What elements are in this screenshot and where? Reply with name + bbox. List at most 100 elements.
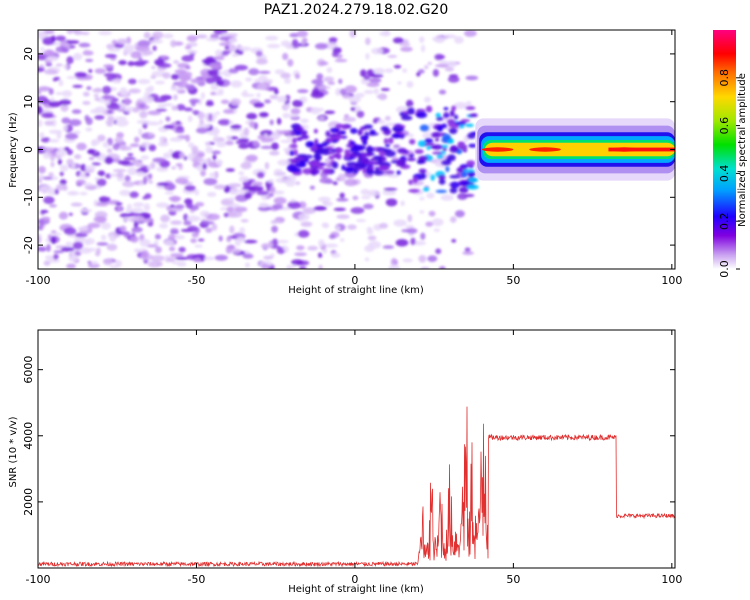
noise-blob — [179, 152, 186, 159]
activity-blob — [328, 155, 335, 160]
noise-blob — [58, 79, 64, 87]
activity-blob — [424, 138, 434, 144]
activity-blob — [460, 181, 471, 186]
ridge-band — [484, 142, 675, 157]
noise-blob — [137, 39, 151, 48]
noise-blob — [60, 104, 69, 112]
noise-blob — [212, 154, 217, 161]
noise-blob — [450, 216, 457, 223]
noise-blob — [123, 48, 133, 55]
noise-blob — [174, 256, 189, 260]
noise-blob — [127, 153, 134, 157]
noise-blob — [94, 106, 106, 114]
noise-blob — [155, 108, 168, 112]
noise-blob — [406, 227, 418, 234]
noise-blob — [87, 222, 101, 229]
x-tick-label: -50 — [187, 573, 205, 586]
noise-blob — [340, 238, 345, 242]
noise-blob — [112, 143, 120, 151]
noise-blob — [94, 68, 107, 74]
noise-blob — [153, 98, 167, 103]
noise-blob — [363, 203, 374, 210]
noise-blob — [294, 252, 307, 257]
noise-blob — [154, 233, 161, 240]
ridge-peak — [529, 147, 561, 152]
noise-blob — [156, 202, 169, 208]
activity-blob — [465, 106, 476, 111]
noise-blob — [207, 69, 220, 75]
activity-blob — [431, 132, 440, 138]
noise-blob — [237, 236, 246, 243]
noise-blob — [43, 260, 51, 266]
noise-blob — [211, 223, 218, 231]
activity-blob — [299, 160, 306, 167]
noise-blob — [84, 185, 98, 190]
noise-blob — [187, 225, 198, 233]
activity-blob — [383, 138, 389, 145]
activity-blob — [310, 160, 321, 167]
noise-blob — [104, 53, 117, 59]
noise-blob — [296, 30, 309, 38]
noise-blob — [173, 94, 178, 101]
noise-blob — [269, 94, 279, 100]
noise-blob — [223, 109, 235, 114]
noise-blob — [363, 74, 371, 81]
noise-blob — [252, 181, 263, 187]
noise-blob — [48, 138, 60, 143]
activity-blob — [449, 110, 455, 117]
noise-blob — [267, 179, 274, 184]
activity-blob — [344, 153, 351, 160]
noise-blob — [213, 134, 219, 142]
noise-blob — [373, 88, 380, 95]
noise-blob — [314, 43, 328, 50]
noise-blob — [324, 110, 336, 115]
noise-blob — [226, 236, 232, 243]
x-tick-label: -100 — [26, 274, 51, 287]
noise-blob — [258, 75, 268, 81]
activity-blob — [367, 132, 379, 136]
noise-blob — [209, 62, 222, 69]
noise-blob — [183, 107, 193, 112]
noise-blob — [427, 61, 433, 65]
noise-blob — [384, 68, 394, 73]
noise-blob — [87, 149, 95, 155]
activity-blob — [380, 126, 389, 132]
activity-blob — [344, 149, 351, 155]
noise-blob — [284, 78, 291, 84]
noise-blob — [285, 103, 291, 109]
noise-blob — [317, 252, 323, 258]
noise-blob — [187, 142, 195, 148]
noise-blob — [260, 137, 274, 143]
noise-blob — [66, 76, 77, 80]
noise-blob — [48, 88, 54, 95]
noise-blob — [116, 176, 125, 182]
noise-blob — [66, 56, 74, 65]
activity-blob — [336, 153, 342, 160]
noise-blob — [55, 46, 68, 53]
activity-blob — [438, 178, 446, 185]
noise-blob — [91, 261, 98, 266]
noise-blob — [52, 77, 58, 82]
noise-blob — [286, 264, 293, 269]
noise-blob — [138, 182, 144, 186]
activity-blob — [341, 164, 346, 171]
noise-blob — [39, 185, 53, 194]
noise-blob — [142, 218, 154, 223]
noise-blob — [42, 40, 55, 46]
noise-blob — [335, 177, 341, 182]
noise-blob — [158, 119, 164, 125]
noise-blob — [96, 201, 109, 207]
noise-blob — [134, 136, 140, 143]
noise-blob — [190, 41, 197, 46]
noise-blob — [203, 178, 218, 186]
snr-ticks: -100 -50 0 50 100 2000 4000 6000 — [22, 330, 682, 586]
noise-blob — [185, 84, 196, 91]
noise-blob — [271, 225, 278, 233]
activity-blob — [408, 179, 413, 185]
noise-blob — [383, 187, 398, 191]
noise-blob — [393, 144, 401, 149]
noise-blob — [256, 190, 269, 196]
noise-blob — [159, 136, 165, 142]
activity-blob — [330, 128, 340, 133]
noise-blob — [224, 45, 230, 50]
